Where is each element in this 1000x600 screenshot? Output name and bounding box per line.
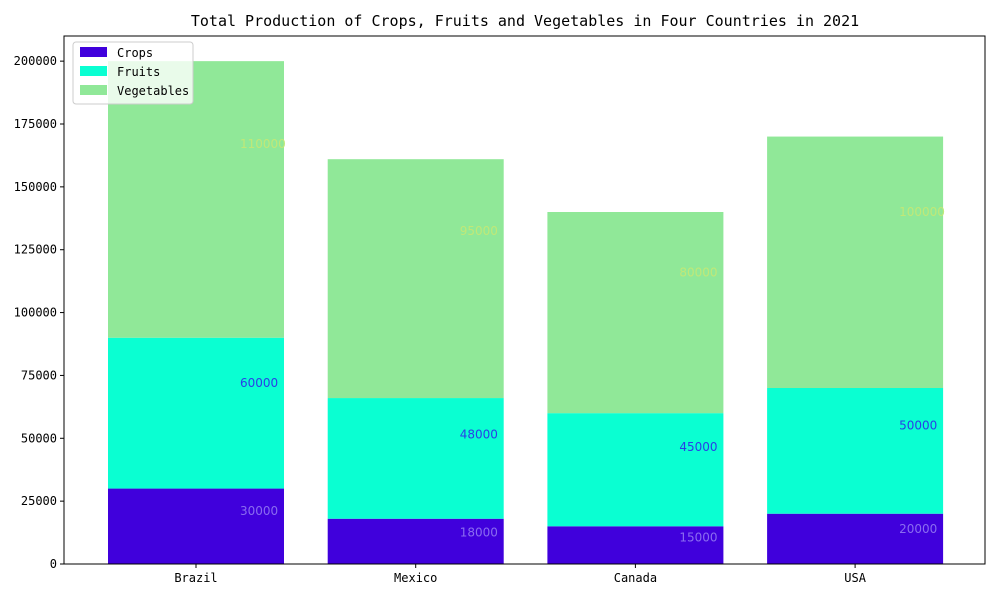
data-label-fruits-usa: 50000: [899, 419, 937, 433]
x-tick-label-brazil: Brazil: [174, 571, 217, 585]
y-tick-label: 125000: [14, 243, 57, 257]
y-tick-label: 150000: [14, 180, 57, 194]
legend-label-fruits: Fruits: [117, 65, 160, 79]
data-labels-layer: 30000 60000 110000 18000 48000 95000 15000 4500…: [240, 137, 945, 544]
x-tick-label-usa: USA: [844, 571, 866, 585]
data-label-crops-usa: 20000: [899, 522, 937, 536]
bar-crops-canada: [547, 526, 724, 564]
data-label-fruits-brazil: 60000: [240, 376, 278, 390]
data-label-crops-brazil: 30000: [240, 504, 278, 518]
x-axis: Brazil Mexico Canada USA: [174, 564, 867, 585]
y-tick-label: 100000: [14, 306, 57, 320]
bar-fruits-usa: [767, 388, 944, 514]
bar-vegetables-mexico: [327, 159, 504, 399]
bar-vegetables-canada: [547, 212, 724, 414]
data-label-crops-canada: 15000: [679, 531, 717, 545]
bar-fruits-mexico: [327, 398, 504, 519]
x-tick-label-mexico: Mexico: [394, 571, 437, 585]
y-axis: 0 25000 50000 75000 100000 125000 150000 175000…: [14, 54, 64, 571]
data-label-fruits-canada: 45000: [679, 440, 717, 454]
data-label-crops-mexico: 18000: [460, 525, 498, 539]
legend-label-crops: Crops: [117, 46, 153, 60]
y-tick-label: 0: [50, 557, 57, 571]
bar-crops-usa: [767, 513, 944, 564]
y-tick-label: 25000: [21, 494, 57, 508]
data-label-vegetables-mexico: 95000: [460, 224, 498, 238]
x-tick-label-canada: Canada: [614, 571, 657, 585]
data-label-vegetables-canada: 80000: [679, 265, 717, 279]
legend-swatch-vegetables: [80, 85, 107, 95]
legend-label-vegetables: Vegetables: [117, 84, 189, 98]
data-label-fruits-mexico: 48000: [460, 427, 498, 441]
y-tick-label: 75000: [21, 368, 57, 382]
bars-layer: [108, 61, 944, 564]
bar-fruits-brazil: [108, 337, 284, 489]
legend-swatch-fruits: [80, 66, 107, 76]
legend: Crops Fruits Vegetables: [72, 41, 194, 105]
bar-fruits-canada: [547, 413, 724, 527]
data-label-vegetables-brazil: 110000: [240, 137, 286, 151]
bar-crops-mexico: [327, 518, 504, 564]
bar-vegetables-usa: [767, 136, 944, 388]
data-label-vegetables-usa: 100000: [899, 205, 945, 219]
plot-frame: [63, 35, 986, 565]
chart-title: Total Production of Crops, Fruits and Ve…: [191, 12, 859, 30]
y-tick-label: 175000: [14, 117, 57, 131]
legend-swatch-crops: [80, 47, 107, 57]
y-tick-label: 200000: [14, 54, 57, 68]
bar-vegetables-brazil: [108, 61, 284, 338]
bar-crops-brazil: [108, 488, 284, 564]
y-tick-label: 50000: [21, 431, 57, 445]
